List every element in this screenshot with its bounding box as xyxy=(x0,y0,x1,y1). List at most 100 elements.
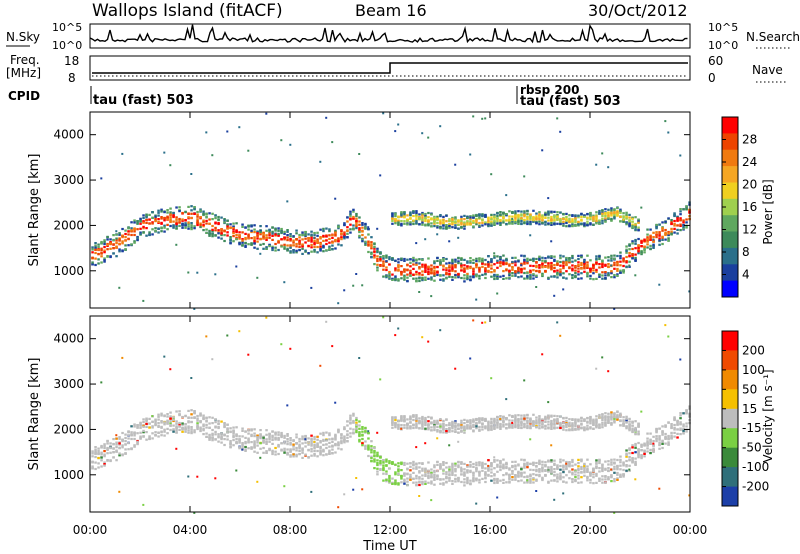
velocity-cell xyxy=(556,415,559,418)
velocity-cell xyxy=(424,482,427,485)
velocity-cell xyxy=(535,421,538,424)
velocity-cell xyxy=(451,468,454,471)
power-cell xyxy=(169,220,172,223)
velocity-cell xyxy=(376,470,379,473)
power-cell xyxy=(676,224,679,227)
velocity-cell xyxy=(274,433,277,436)
power-cell xyxy=(154,227,157,230)
power-cell xyxy=(511,272,514,275)
velocity-cell xyxy=(547,459,550,462)
power-cell xyxy=(649,228,652,231)
power-cell xyxy=(577,261,580,264)
power-cell xyxy=(331,248,334,251)
power-cell xyxy=(499,211,502,214)
power-cell xyxy=(628,213,631,216)
power-cell xyxy=(403,268,406,271)
power-cell xyxy=(427,222,430,225)
velocity-cell xyxy=(334,443,337,446)
velocity-cell xyxy=(391,423,394,426)
velocity-cell xyxy=(529,417,532,420)
power-cell xyxy=(544,260,547,263)
velocity-cell xyxy=(508,480,511,483)
velocity-cell xyxy=(409,425,412,428)
power-cell xyxy=(535,261,538,264)
power-cell xyxy=(610,259,613,262)
power-cell xyxy=(568,261,571,264)
power-cell xyxy=(574,219,577,222)
power-cell xyxy=(229,236,232,239)
power-cell xyxy=(346,226,349,229)
power-cell xyxy=(376,259,379,263)
power-cell xyxy=(298,239,301,242)
power-cell xyxy=(472,273,475,276)
power-cell xyxy=(568,257,571,260)
velocity-cell xyxy=(100,444,103,448)
velocity-cell xyxy=(406,467,409,470)
velocity-cell xyxy=(112,447,115,450)
velocity-cell xyxy=(574,478,577,481)
velocity-cell xyxy=(181,430,184,433)
velocity-cell xyxy=(307,448,310,451)
power-cell xyxy=(388,258,391,261)
velocity-cell xyxy=(376,459,379,462)
velocity-cell xyxy=(487,423,490,426)
velocity-cell xyxy=(484,417,487,421)
power-cell xyxy=(562,261,565,264)
velocity-cell xyxy=(421,483,424,486)
power-cell xyxy=(391,214,394,217)
power-cell xyxy=(478,213,481,216)
velocity-cell xyxy=(571,458,574,462)
power-cell xyxy=(592,219,595,222)
power-cell xyxy=(181,226,184,229)
velocity-cell xyxy=(91,460,94,463)
velocity-cell xyxy=(253,446,256,449)
velocity-cell xyxy=(565,423,568,426)
power-cell xyxy=(484,213,487,217)
power-cell xyxy=(634,258,637,262)
power-cell xyxy=(286,239,289,242)
velocity-cell xyxy=(547,467,550,470)
power-cell xyxy=(592,215,595,219)
power-cell xyxy=(586,224,589,227)
velocity-cell xyxy=(388,462,391,465)
velocity-cell xyxy=(451,482,454,485)
power-cell xyxy=(232,228,235,231)
velocity-cell xyxy=(163,428,166,431)
power-cell xyxy=(412,219,415,222)
velocity-cell xyxy=(175,425,178,428)
velocity-cell xyxy=(109,442,112,445)
power-cell xyxy=(550,267,553,270)
velocity-cell xyxy=(310,454,313,457)
power-cell xyxy=(364,240,367,243)
velocity-cell xyxy=(481,422,484,425)
velocity-cell xyxy=(415,426,418,429)
power-cell xyxy=(586,254,589,257)
power-cell xyxy=(265,246,268,249)
power-cell xyxy=(676,232,679,235)
velocity-cell xyxy=(574,476,577,479)
velocity-cell xyxy=(553,470,556,474)
velocity-cell xyxy=(385,464,388,467)
velocity-cell xyxy=(409,478,412,481)
velocity-cell xyxy=(397,426,400,429)
power-cell xyxy=(427,211,430,215)
velocity-cell xyxy=(247,437,250,440)
velocity-cell xyxy=(211,433,214,437)
power-cell xyxy=(418,267,421,270)
velocity-cell xyxy=(322,448,325,451)
velocity-cell xyxy=(310,440,313,443)
power-cell xyxy=(532,258,535,261)
power-cell xyxy=(562,218,565,221)
velocity-cell xyxy=(271,436,274,439)
velocity-cell xyxy=(352,432,355,435)
power-cell xyxy=(574,272,577,275)
power-cell xyxy=(553,266,556,270)
velocity-cell xyxy=(445,424,448,427)
power-cell xyxy=(457,276,460,279)
power-cell xyxy=(274,242,277,246)
power-cell xyxy=(322,230,325,233)
power-cell xyxy=(490,213,493,216)
velocity-cell xyxy=(253,428,256,431)
velocity-cell xyxy=(283,436,286,439)
power-cell xyxy=(271,226,274,229)
